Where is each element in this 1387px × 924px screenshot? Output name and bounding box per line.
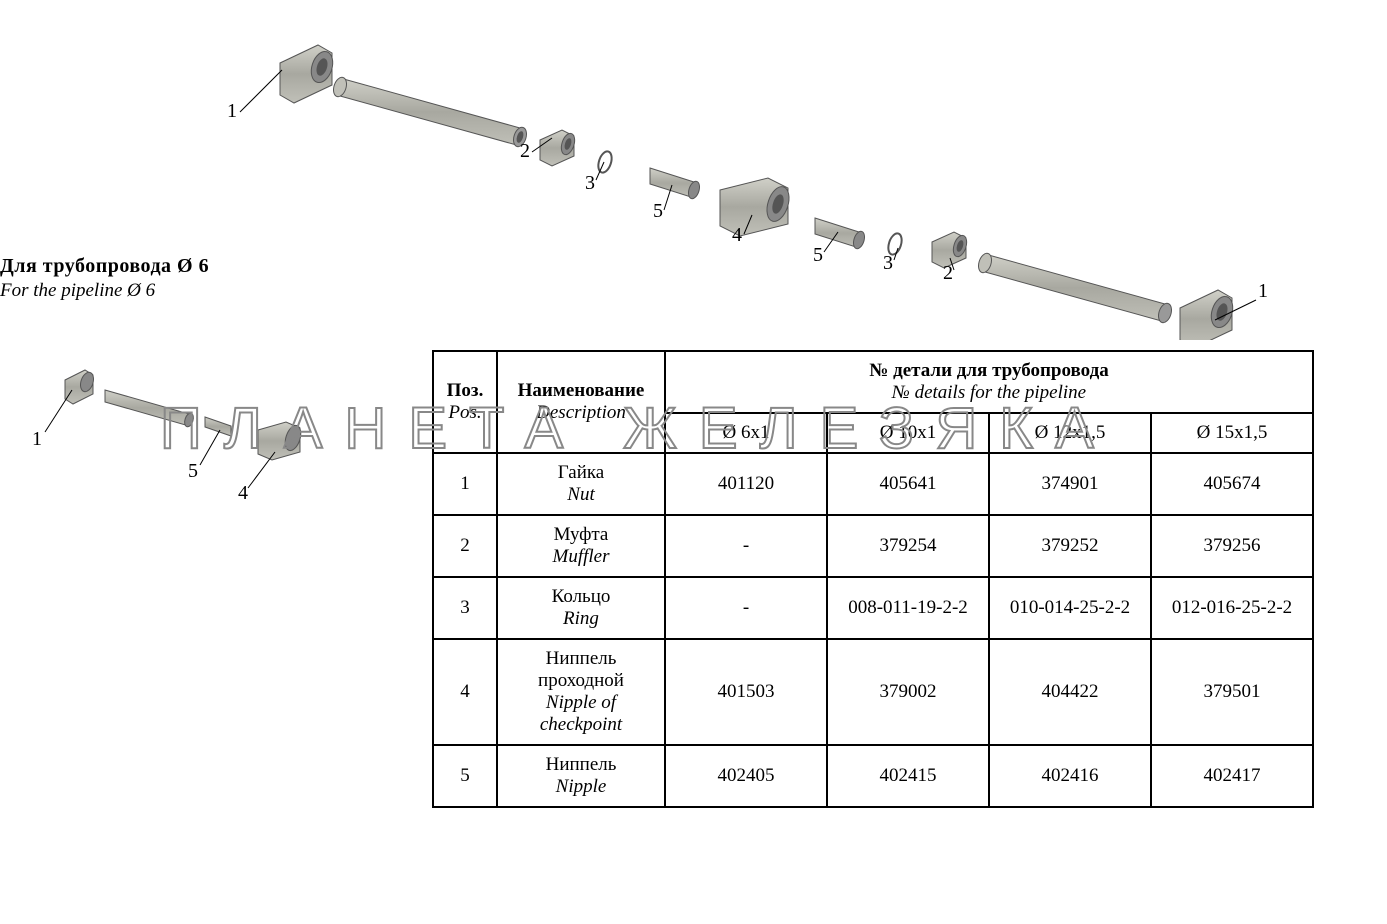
callout-1a: 1 [227,100,237,123]
val-cell: 402417 [1151,745,1313,807]
desc-en: Muffler [508,546,654,568]
small-callout-4: 4 [238,482,248,505]
desc-en: Nipple [508,776,654,798]
val-cell: - [665,577,827,639]
val-cell: 379002 [827,639,989,745]
pipeline-label: Для трубопровода Ø 6 For the pipeline Ø … [0,255,280,302]
table-row: 4 Ниппель проходной Nipple of checkpoint… [433,639,1313,745]
desc-cell: Ниппель проходной Nipple of checkpoint [497,639,665,745]
small-callout-5: 5 [188,460,198,483]
table-row: 1 Гайка Nut 401120 405641 374901 405674 [433,453,1313,515]
val-cell: 379501 [1151,639,1313,745]
small-callout-1: 1 [32,428,42,451]
pos-cell: 4 [433,639,497,745]
desc-ru: Гайка [508,462,654,484]
desc-ru: Ниппель проходной [508,648,654,692]
pos-cell: 2 [433,515,497,577]
val-cell: 405674 [1151,453,1313,515]
val-cell: 379252 [989,515,1151,577]
desc-cell: Муфта Muffler [497,515,665,577]
desc-cell: Гайка Nut [497,453,665,515]
size-3: Ø 15х1,5 [1151,413,1313,453]
val-cell: 010-014-25-2-2 [989,577,1151,639]
val-cell: 402415 [827,745,989,807]
callout-5b: 5 [813,244,823,267]
desc-en: Ring [508,608,654,630]
callout-1b: 1 [1258,280,1268,303]
header-pos-en: Pos. [444,402,486,424]
header-pos-ru: Поз. [444,380,486,402]
header-parts-ru: № детали для трубопровода [676,360,1302,382]
val-cell: 405641 [827,453,989,515]
desc-cell: Ниппель Nipple [497,745,665,807]
exploded-view-small [10,360,430,520]
desc-ru: Ниппель [508,754,654,776]
pipeline-label-ru: Для трубопровода Ø 6 [0,255,280,278]
val-cell: 402416 [989,745,1151,807]
desc-ru: Кольцо [508,586,654,608]
size-1: Ø 10х1 [827,413,989,453]
callout-2a: 2 [520,140,530,163]
pipeline-label-en: For the pipeline Ø 6 [0,280,280,302]
val-cell: 401503 [665,639,827,745]
header-parts-en: № details for the pipeline [676,382,1302,404]
val-cell: 374901 [989,453,1151,515]
val-cell: 404422 [989,639,1151,745]
val-cell: 012-016-25-2-2 [1151,577,1313,639]
main-diagram: 1 2 3 5 4 5 3 2 1 [0,0,1387,380]
small-diagram: 1 5 4 [10,360,430,520]
val-cell: 008-011-19-2-2 [827,577,989,639]
header-desc: Наименование Description [497,351,665,453]
pos-cell: 3 [433,577,497,639]
callout-3a: 3 [585,172,595,195]
header-parts: № детали для трубопровода № details for … [665,351,1313,413]
desc-cell: Кольцо Ring [497,577,665,639]
header-desc-ru: Наименование [508,380,654,402]
pos-cell: 1 [433,453,497,515]
callout-3b: 3 [883,252,893,275]
val-cell: 402405 [665,745,827,807]
val-cell: 379254 [827,515,989,577]
callout-5a: 5 [653,200,663,223]
table-row: 3 Кольцо Ring - 008-011-19-2-2 010-014-2… [433,577,1313,639]
val-cell: 401120 [665,453,827,515]
table-row: 5 Ниппель Nipple 402405 402415 402416 40… [433,745,1313,807]
header-pos: Поз. Pos. [433,351,497,453]
callout-4: 4 [732,224,742,247]
val-cell: 379256 [1151,515,1313,577]
table-row: 2 Муфта Muffler - 379254 379252 379256 [433,515,1313,577]
val-cell: - [665,515,827,577]
pos-cell: 5 [433,745,497,807]
size-0: Ø 6х1 [665,413,827,453]
size-2: Ø 12х1,5 [989,413,1151,453]
desc-ru: Муфта [508,524,654,546]
desc-en: Nipple of checkpoint [508,692,654,736]
desc-en: Nut [508,484,654,506]
header-desc-en: Description [508,402,654,424]
table-header-row-1: Поз. Pos. Наименование Description № дет… [433,351,1313,413]
parts-table: Поз. Pos. Наименование Description № дет… [432,350,1314,808]
callout-2b: 2 [943,262,953,285]
